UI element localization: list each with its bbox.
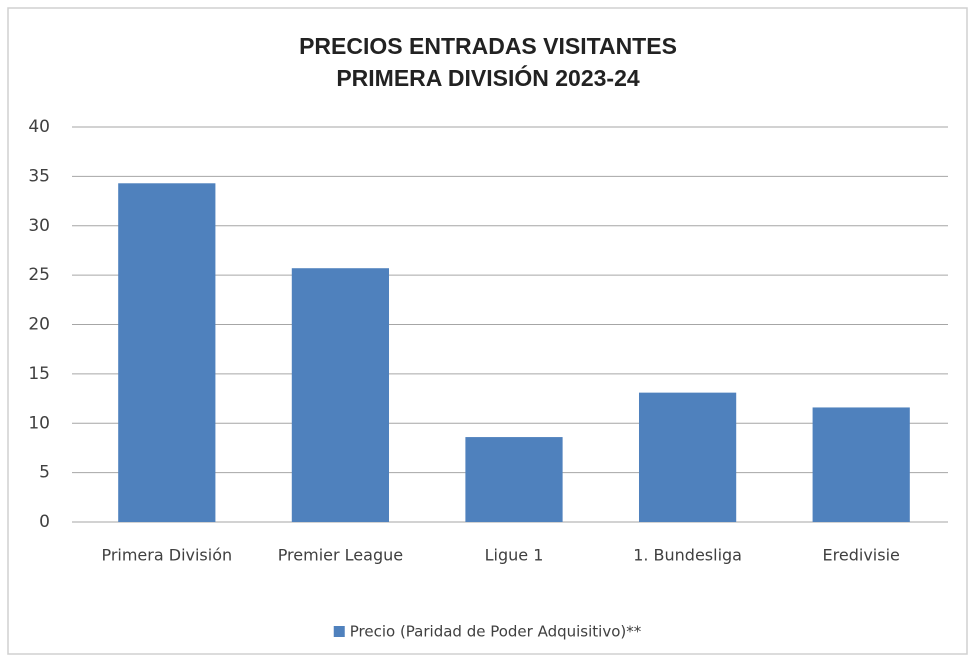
x-tick-label: Premier League bbox=[278, 546, 403, 565]
x-tick-label: Primera División bbox=[101, 546, 232, 565]
bar bbox=[465, 437, 563, 522]
x-tick-label: Eredivisie bbox=[823, 546, 900, 565]
chart-title: PRECIOS ENTRADAS VISITANTES bbox=[299, 33, 677, 59]
y-tick-label: 20 bbox=[28, 315, 50, 335]
legend-label: Precio (Paridad de Poder Adquisitivo)** bbox=[350, 623, 642, 641]
y-tick-label: 35 bbox=[28, 166, 50, 186]
y-tick-label: 10 bbox=[28, 413, 50, 433]
y-tick-label: 15 bbox=[28, 364, 50, 384]
bar bbox=[638, 392, 737, 522]
bar bbox=[118, 183, 216, 522]
legend-swatch bbox=[333, 626, 345, 637]
y-tick-label: 0 bbox=[39, 512, 50, 532]
y-tick-label: 5 bbox=[39, 463, 50, 483]
y-tick-label: 25 bbox=[28, 265, 50, 285]
x-tick-label: 1. Bundesliga bbox=[633, 546, 742, 565]
y-tick-label: 30 bbox=[28, 216, 50, 236]
x-tick-label: Ligue 1 bbox=[485, 546, 544, 565]
bar bbox=[812, 407, 910, 522]
bar bbox=[291, 268, 390, 522]
y-tick-label: 40 bbox=[28, 117, 50, 137]
chart-title: PRIMERA DIVISIÓN 2023-24 bbox=[336, 64, 640, 91]
